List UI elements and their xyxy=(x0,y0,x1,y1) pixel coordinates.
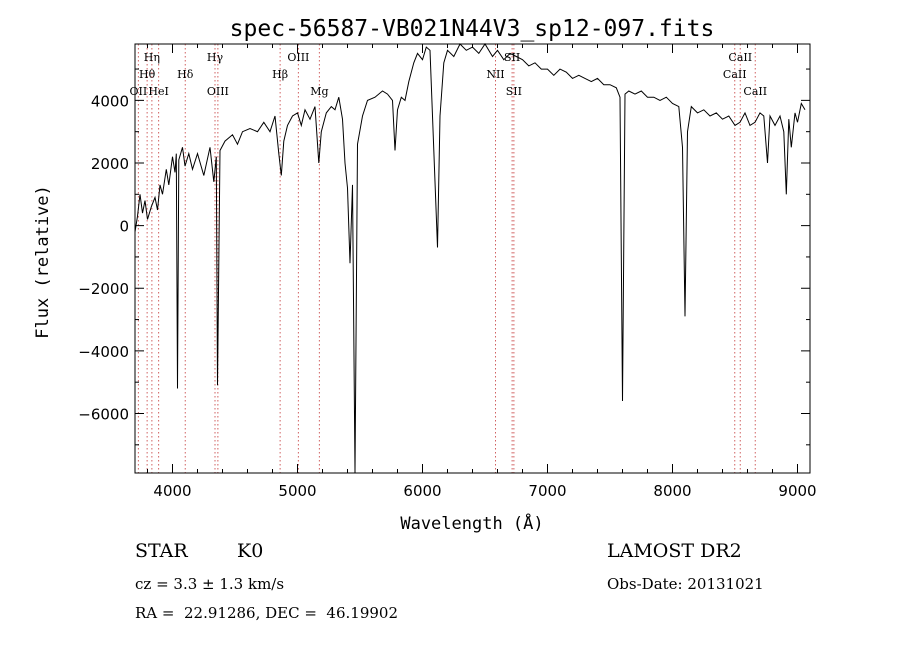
spectral-line-label: HeI xyxy=(148,85,168,98)
spectral-line-label: CaII xyxy=(743,85,767,98)
spectral-line-label: CaII xyxy=(723,68,747,81)
spectral-line-label: Hη xyxy=(144,51,160,64)
spectral-line-label: SII xyxy=(506,85,522,98)
x-axis-label: Wavelength (Å) xyxy=(400,512,543,534)
redshift-text: cz = 3.3 ± 1.3 km/s xyxy=(135,575,285,593)
spectrum-chart: spec-56587-VB021N44V3_sp12-097.fits Hη Hθ… xyxy=(33,16,817,534)
spectral-line-label: SII xyxy=(504,51,520,64)
object-class: STAR xyxy=(135,540,188,562)
y-axis-label: Flux (relative) xyxy=(33,185,53,339)
y-tick-label: 2000 xyxy=(91,155,129,173)
spectral-line-label: NII xyxy=(486,68,504,81)
obs-date: Obs-Date: 20131021 xyxy=(607,575,764,593)
spectral-line-label: OII xyxy=(130,85,148,98)
x-tick-label: 7000 xyxy=(528,482,566,500)
x-tick-label: 9000 xyxy=(778,482,816,500)
spectral-line-label: OIII xyxy=(207,85,229,98)
spectral-line-label: CaII xyxy=(728,51,752,64)
y-tick-label: −2000 xyxy=(78,280,129,298)
survey-name: LAMOST DR2 xyxy=(607,540,742,562)
spectral-line-label: Hγ xyxy=(207,51,224,64)
y-tick-label: 0 xyxy=(119,218,129,236)
plot-frame xyxy=(134,43,811,474)
y-tick-label: 4000 xyxy=(91,92,129,110)
y-axis-ticks: −6000 −4000 −2000 0 2000 4000 xyxy=(78,68,810,446)
spectral-line-label: Mg xyxy=(310,85,328,98)
x-tick-label: 5000 xyxy=(278,482,316,500)
coordinates: RA = 22.91286, DEC = 46.19902 xyxy=(135,604,399,622)
x-tick-label: 8000 xyxy=(653,482,691,500)
line-markers xyxy=(137,44,756,473)
x-axis-ticks: 4000 5000 6000 7000 8000 9000 xyxy=(147,44,817,500)
x-tick-label: 6000 xyxy=(403,482,441,500)
spectral-line-label: Hθ xyxy=(139,68,156,81)
spectral-line-label: OIII xyxy=(287,51,309,64)
spectrum-line xyxy=(134,43,806,474)
y-tick-label: −6000 xyxy=(78,406,129,424)
subclass: K0 xyxy=(237,540,264,562)
x-tick-label: 4000 xyxy=(153,482,191,500)
spectral-line-label: Hδ xyxy=(177,68,194,81)
chart-title: spec-56587-VB021N44V3_sp12-097.fits xyxy=(230,16,715,42)
spectral-line-label: Hβ xyxy=(272,68,288,81)
y-tick-label: −4000 xyxy=(78,343,129,361)
